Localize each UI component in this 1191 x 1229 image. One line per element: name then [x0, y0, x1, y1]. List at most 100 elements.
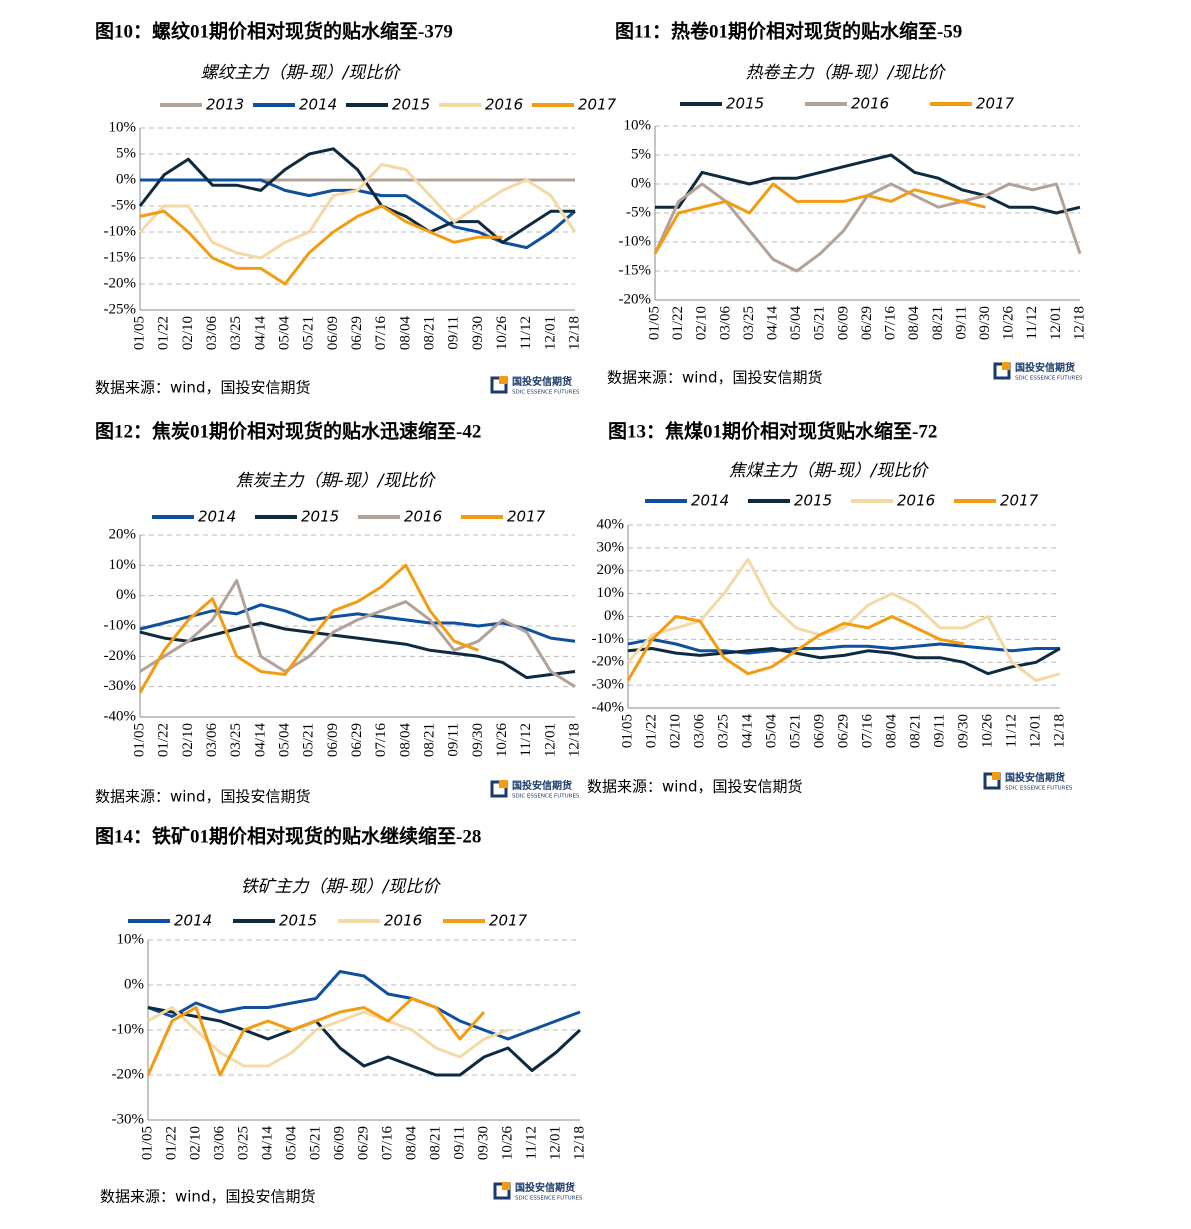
figure-caption: 图12：焦炭01期价相对现货的贴水迅速缩至-42 [95, 419, 481, 442]
logo-icon-accent [1002, 362, 1010, 370]
figure-caption: 图13：焦煤01期价相对现货贴水缩至-72 [608, 419, 937, 442]
x-tick-label: 05/21 [301, 723, 317, 757]
y-tick-label: -20% [104, 648, 137, 664]
x-tick-label: 10/26 [1001, 306, 1017, 341]
x-tick-label: 07/16 [373, 723, 389, 758]
legend-label: 2017 [489, 912, 528, 930]
x-tick-label: 08/04 [906, 306, 922, 341]
x-tick-label: 03/25 [235, 1126, 251, 1160]
x-tick-label: 03/25 [228, 316, 244, 350]
y-tick-label: -10% [104, 223, 137, 239]
y-tick-label: -30% [112, 1111, 145, 1127]
y-tick-label: -15% [619, 262, 652, 278]
x-tick-label: 09/30 [475, 1126, 491, 1160]
x-tick-label: 06/29 [349, 723, 365, 757]
x-tick-label: 10/26 [494, 316, 510, 351]
legend-label: 2017 [976, 95, 1015, 113]
y-tick-label: -10% [112, 1021, 145, 1037]
x-tick-label: 08/04 [397, 316, 413, 351]
figure-caption: 图10：螺纹01期价相对现货的贴水缩至-379 [95, 19, 453, 42]
legend-label: 2015 [279, 912, 317, 930]
x-tick-label: 10/26 [494, 723, 510, 758]
x-tick-label: 05/04 [763, 714, 779, 749]
y-tick-label: -5% [626, 204, 651, 220]
legend-label: 2014 [174, 912, 212, 930]
y-tick-label: -20% [619, 291, 652, 307]
logo-icon-accent [499, 780, 507, 788]
series-line [626, 615, 965, 682]
x-tick-label: 08/04 [397, 723, 413, 758]
x-tick-label: 01/22 [156, 723, 172, 757]
legend-label: 2014 [691, 492, 729, 510]
source-note: 数据来源：wind，国投安信期货 [607, 369, 822, 387]
source-note: 数据来源：wind，国投安信期货 [95, 379, 310, 397]
legend-label: 2014 [299, 96, 337, 114]
x-tick-label: 06/09 [835, 306, 851, 340]
x-tick-label: 03/06 [717, 306, 733, 341]
logo-english: SDIC ESSENCE FUTURES [1015, 376, 1083, 382]
x-tick-label: 09/11 [953, 306, 969, 340]
x-tick-label: 03/25 [715, 714, 731, 748]
y-tick-label: 0% [116, 587, 136, 603]
logo-english: SDIC ESSENCE FUTURES [512, 794, 580, 800]
x-tick-label: 07/16 [373, 316, 389, 351]
logo-name: 国投安信期货 [512, 375, 572, 388]
chart-title: 热卷主力（期-现）/现比价 [746, 63, 947, 83]
x-tick-label: 12/18 [1071, 306, 1087, 340]
chart-title: 螺纹主力（期-现）/现比价 [201, 63, 402, 83]
legend-label: 2015 [726, 95, 764, 113]
x-tick-label: 09/30 [955, 714, 971, 748]
x-tick-label: 08/21 [421, 723, 437, 757]
source-note: 数据来源：wind，国投安信期货 [100, 1188, 315, 1206]
legend-label: 2015 [392, 96, 430, 114]
x-tick-label: 01/05 [139, 1126, 155, 1160]
x-tick-label: 09/11 [451, 1126, 467, 1160]
x-tick-label: 11/12 [523, 1126, 539, 1160]
logo-name: 国投安信期货 [1015, 361, 1075, 374]
x-tick-label: 01/05 [131, 723, 147, 757]
series-line [139, 204, 503, 286]
logo-english: SDIC ESSENCE FUTURES [1005, 786, 1073, 792]
x-tick-label: 04/14 [764, 306, 780, 341]
legend-label: 2013 [206, 96, 244, 114]
x-tick-label: 08/04 [403, 1126, 419, 1161]
y-tick-label: -30% [592, 677, 625, 693]
x-tick-label: 05/21 [301, 316, 317, 350]
x-tick-label: 05/21 [812, 306, 828, 340]
legend-label: 2016 [404, 508, 442, 526]
y-tick-label: -15% [104, 249, 137, 265]
x-tick-label: 02/10 [180, 316, 196, 350]
x-tick-label: 12/18 [566, 316, 582, 350]
x-tick-label: 11/12 [518, 723, 534, 757]
logo-name: 国投安信期货 [512, 779, 572, 792]
series-line [147, 970, 581, 1041]
series-line [138, 147, 575, 244]
source-note: 数据来源：wind，国投安信期货 [587, 778, 802, 796]
x-tick-label: 12/18 [1051, 714, 1067, 748]
x-tick-label: 03/25 [228, 723, 244, 757]
figure-caption: 图11：热卷01期价相对现货的贴水缩至-59 [615, 19, 962, 42]
x-tick-label: 06/29 [835, 714, 851, 748]
y-tick-label: 0% [124, 976, 144, 992]
y-tick-label: -5% [111, 197, 136, 213]
x-tick-label: 07/16 [379, 1126, 395, 1161]
logo-name: 国投安信期货 [1005, 771, 1065, 784]
series-line [138, 162, 577, 260]
x-tick-label: 03/06 [691, 714, 707, 749]
y-tick-label: 20% [597, 562, 625, 578]
x-tick-label: 10/26 [499, 1126, 515, 1161]
legend-label: 2016 [851, 95, 889, 113]
x-tick-label: 12/01 [542, 316, 558, 350]
series-line [655, 153, 1081, 215]
x-tick-label: 06/09 [325, 316, 341, 350]
x-tick-label: 04/14 [739, 714, 755, 749]
y-tick-label: -20% [104, 275, 137, 291]
x-tick-label: 05/21 [307, 1126, 323, 1160]
figure-caption: 图14：铁矿01期价相对现货的贴水继续缩至-28 [95, 824, 481, 847]
x-tick-label: 06/29 [355, 1126, 371, 1160]
x-tick-label: 01/22 [670, 306, 686, 340]
series-line [627, 647, 1061, 676]
y-tick-label: -20% [112, 1066, 145, 1082]
x-tick-label: 03/06 [211, 1126, 227, 1161]
x-tick-label: 12/01 [1027, 714, 1043, 748]
